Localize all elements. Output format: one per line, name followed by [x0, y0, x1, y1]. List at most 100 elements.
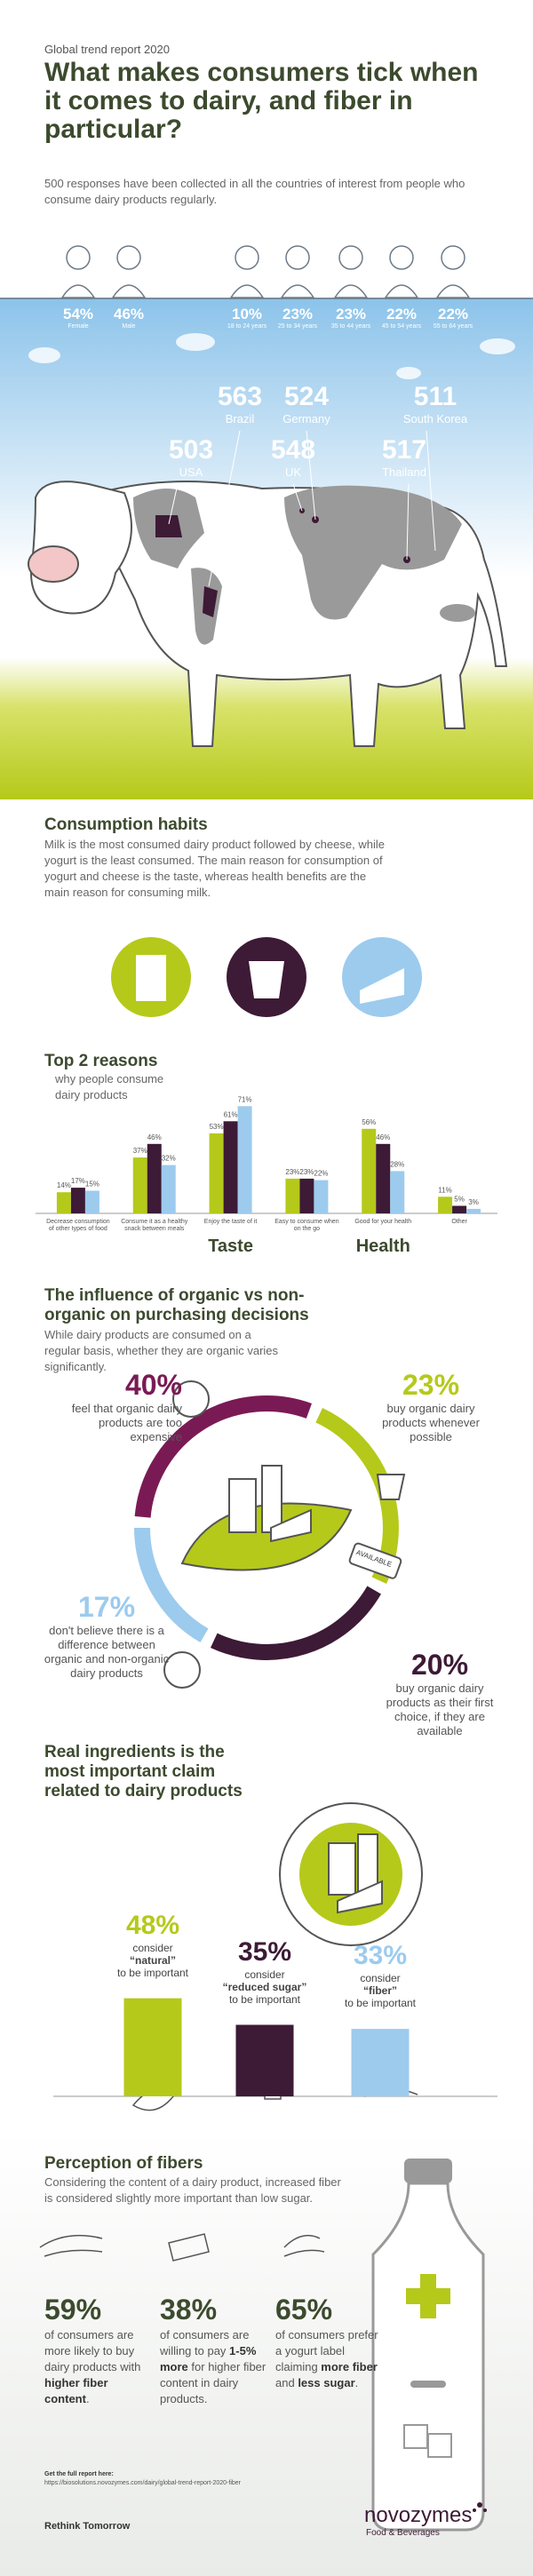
country-count: 517	[381, 435, 427, 465]
bar	[362, 1128, 377, 1213]
claim-post: to be important	[344, 1997, 417, 2010]
value-label: 32%	[162, 1155, 176, 1163]
demo-value: 10%	[231, 306, 263, 322]
claim-pre: consider	[132, 1941, 173, 1954]
intro: 500 responses have been collected in all…	[44, 177, 465, 206]
kicker: Global trend report 2020	[44, 43, 170, 56]
value-label: 14%	[57, 1181, 71, 1189]
stat-text-part: more fiber	[321, 2360, 378, 2373]
ingredients-icon	[279, 1802, 423, 1946]
report-link[interactable]: https://biosolutions.novozymes.com/dairy…	[44, 2480, 241, 2486]
claim-key: “fiber”	[362, 1984, 397, 1998]
country-name: Thailand	[382, 465, 426, 479]
stat-text-part: higher fiber content	[44, 2376, 108, 2405]
claim-pre: consider	[360, 1972, 401, 1985]
stat-value: 38%	[160, 2294, 218, 2326]
bar	[299, 1178, 314, 1213]
value-label: 15%	[85, 1181, 99, 1189]
stat-text: don't believe there is a difference betw…	[44, 1624, 170, 1680]
country-count: 563	[217, 382, 263, 411]
value-label: 46%	[376, 1133, 390, 1141]
bar	[147, 1143, 162, 1213]
value-label: 23%	[285, 1168, 299, 1176]
claim-value: 33%	[353, 1941, 408, 1971]
bar	[237, 1106, 252, 1213]
value-label: 5%	[454, 1196, 465, 1204]
demographic-icons	[60, 245, 471, 298]
value-label: 11%	[438, 1186, 451, 1194]
value-label: 28%	[390, 1160, 404, 1168]
country-name: USA	[179, 465, 203, 479]
fiber-stat: 65% of consumers prefer a yogurt label cl…	[275, 2292, 382, 2391]
value-label: 23%	[299, 1168, 314, 1176]
demo-label: 55 to 64 years	[433, 323, 473, 330]
bar	[70, 1188, 85, 1213]
ingredients-title: Real ingredients is the most important c…	[44, 1743, 243, 1801]
stat-value: 59%	[44, 2294, 102, 2326]
stat-value: 65%	[275, 2294, 333, 2326]
bar	[223, 1121, 238, 1213]
brand-mark	[473, 2502, 487, 2512]
bar	[390, 1171, 405, 1213]
stat-text: of consumers prefer a yogurt label claim…	[275, 2327, 382, 2391]
bar	[84, 1190, 99, 1213]
value-label: 46%	[147, 1133, 162, 1141]
value-label: 3%	[468, 1198, 479, 1206]
demo-value: 22%	[386, 306, 418, 322]
country-count: 548	[270, 435, 316, 465]
bar	[235, 2024, 294, 2096]
bar	[161, 1165, 176, 1213]
demo-label: 45 to 54 years	[381, 323, 422, 330]
stat-text-part: for higher fiber content in dairy produc…	[160, 2360, 266, 2405]
stat-text-part: of consumers are more likely to buy dair…	[44, 2328, 141, 2373]
category-label: Consume it as a healthy snack between me…	[121, 1219, 188, 1232]
stat-text: of consumers are willing to pay 1-5% mor…	[160, 2327, 266, 2407]
fiber-stat: 59% of consumers are more likely to buy d…	[44, 2292, 151, 2407]
country-count: 503	[168, 435, 214, 465]
bar	[466, 1208, 481, 1213]
bar	[209, 1133, 224, 1213]
value-label: 37%	[133, 1147, 147, 1155]
reasons-title: Top 2 reasons	[44, 1052, 158, 1070]
stat-value: 40%	[124, 1369, 182, 1401]
stat-text-part: of consumers prefer a yogurt label claim…	[275, 2328, 378, 2373]
organic-title: The influence of organic vs non-organic …	[44, 1286, 309, 1324]
report-link-label: Get the full report here:	[44, 2471, 114, 2477]
category-label: Easy to consume when on the go	[274, 1219, 339, 1232]
fiber-icons	[39, 2233, 325, 2262]
fiber-stat: 38% of consumers are willing to pay 1-5% …	[160, 2292, 266, 2407]
claim-label: 35% consider “reduced sugar” to be importan…	[203, 1936, 327, 2006]
reasons-subtitle: why people consume dairy products	[55, 1072, 164, 1101]
donut-center	[163, 1380, 406, 1689]
value-label: 56%	[362, 1118, 376, 1126]
value-label: 61%	[224, 1110, 238, 1118]
claim-post: to be important	[116, 1966, 189, 1979]
clouds	[28, 333, 515, 379]
claim-pre: consider	[244, 1968, 285, 1981]
fibers-title: Perception of fibers	[44, 2154, 203, 2173]
claim-label: 33% consider “fiber” to be important	[318, 1940, 442, 2009]
stat-text: feel that organic dairy products are too…	[71, 1402, 182, 1443]
division: Food & Beverages	[366, 2528, 440, 2538]
category-emphasis: Health	[355, 1236, 410, 1256]
country-name: Brazil	[225, 412, 255, 425]
category-emphasis: Taste	[208, 1236, 253, 1256]
country-name: Germany	[282, 412, 330, 425]
category-label: Other	[451, 1219, 467, 1225]
demo-label: 25 to 34 years	[277, 323, 318, 330]
category-label: Enjoy the taste of it	[203, 1219, 258, 1225]
habit-icons	[111, 937, 422, 1017]
bar	[285, 1178, 300, 1213]
category-label: Decrease consumption of other types of f…	[46, 1219, 110, 1232]
claim-key: “natural”	[129, 1953, 176, 1967]
bar	[123, 1998, 182, 2096]
title: What makes consumers tick when it comes …	[44, 58, 479, 144]
value-label: 53%	[210, 1123, 224, 1131]
demo-label: 35 to 44 years	[330, 323, 371, 330]
country-count: 511	[413, 382, 457, 411]
stat-text: of consumers are more likely to buy dair…	[44, 2327, 151, 2407]
category-label: Good for your health	[354, 1219, 412, 1225]
organic-text: While dairy products are consumed on a r…	[44, 1328, 279, 1373]
